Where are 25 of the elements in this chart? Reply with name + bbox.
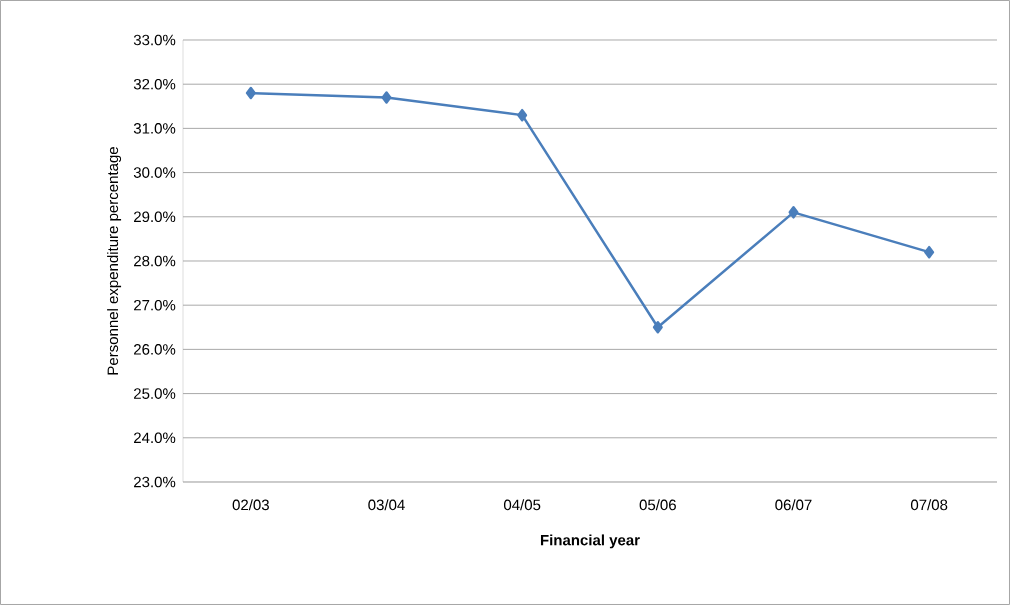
y-tick-label: 28.0% [134, 255, 176, 267]
point [517, 108, 528, 122]
y-tick-label: 29.0% [134, 211, 176, 223]
x-axis-title: Financial year [540, 534, 640, 549]
y-tick-label: 26.0% [134, 344, 176, 355]
x-tick-label: 02/03 [232, 499, 269, 511]
y-tick-label: 33.0% [133, 34, 176, 46]
y-axis-title: Personnel expenditure percentage [107, 147, 122, 375]
y-tick-label: 24.0% [134, 432, 176, 444]
x-tick-label: 05/06 [639, 499, 676, 511]
y-tick-label: 32.0% [133, 78, 176, 90]
point [652, 321, 663, 334]
x-tick-label: 06/07 [775, 499, 812, 511]
point [788, 206, 799, 219]
point [381, 91, 392, 104]
y-tick-label: 23.0% [134, 476, 176, 488]
point [245, 86, 256, 100]
y-tick-label: 27.0% [134, 299, 176, 311]
x-tick-label: 07/08 [910, 499, 948, 511]
y-tick-label: 31.0% [133, 123, 176, 134]
x-tick-label: 03/04 [368, 499, 405, 511]
y-tick-label: 30.0% [133, 167, 176, 178]
x-tick-label: 04/05 [503, 499, 541, 511]
y-tick-label: 25.0% [134, 388, 176, 399]
point [924, 245, 935, 259]
